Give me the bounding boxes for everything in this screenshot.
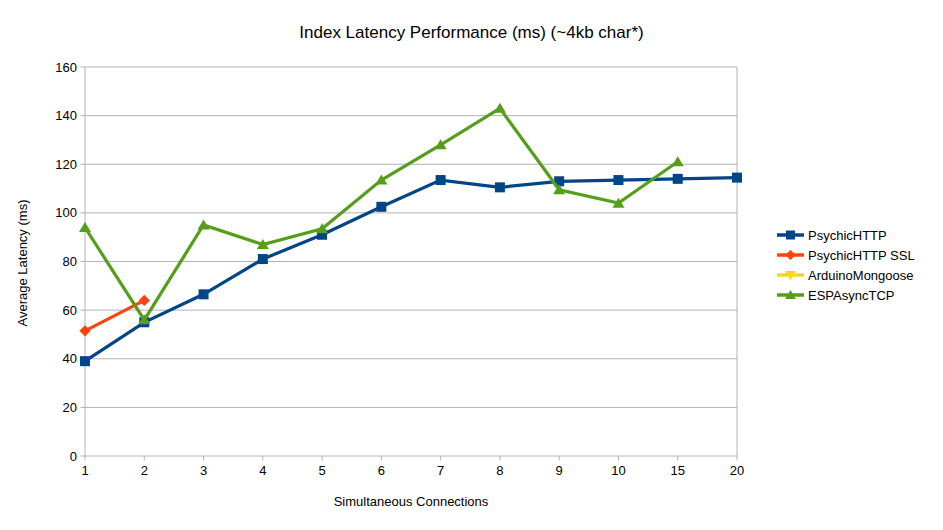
data-point-marker xyxy=(495,182,505,192)
series-psychichttp xyxy=(80,173,742,367)
data-point-marker xyxy=(80,356,90,366)
y-tick-label: 0 xyxy=(70,449,77,464)
x-tick-label: 9 xyxy=(556,463,563,478)
y-tick-label: 120 xyxy=(55,157,77,172)
series-psychichttp-ssl xyxy=(79,295,150,337)
legend-item-espasynctcp: ESPAsyncTCP xyxy=(777,285,915,305)
x-tick-label: 15 xyxy=(670,463,684,478)
legend-marker-square-icon xyxy=(777,228,804,242)
legend-item-psychichttp: PsychicHTTP xyxy=(777,225,915,245)
x-tick-label: 5 xyxy=(318,463,325,478)
legend-marker-triangle-down-icon xyxy=(777,268,804,282)
data-point-marker xyxy=(79,325,90,336)
y-tick-label: 20 xyxy=(63,400,77,415)
data-point-marker xyxy=(436,175,446,185)
x-tick-label: 2 xyxy=(141,463,148,478)
y-tick-label: 140 xyxy=(55,108,77,123)
legend-marker-triangle-up-icon xyxy=(777,288,804,302)
x-tick-label: 10 xyxy=(611,463,625,478)
legend-marker-diamond-icon xyxy=(777,248,804,262)
y-tick-label: 160 xyxy=(55,60,77,75)
data-point-marker xyxy=(376,202,386,212)
data-point-marker xyxy=(672,156,684,166)
data-point-marker xyxy=(786,231,795,240)
legend-label: ESPAsyncTCP xyxy=(808,288,894,303)
series-line-psychichttp xyxy=(85,178,737,362)
series-espasynctcp xyxy=(79,103,684,325)
x-tick-label: 6 xyxy=(378,463,385,478)
x-tick-label: 3 xyxy=(200,463,207,478)
legend-label: PsychicHTTP SSL xyxy=(808,248,915,263)
data-point-marker xyxy=(732,173,742,183)
y-tick-label: 60 xyxy=(63,303,77,318)
legend-label: ArduinoMongoose xyxy=(808,268,914,283)
x-tick-label: 4 xyxy=(259,463,266,478)
data-point-marker xyxy=(613,175,623,185)
y-tick-label: 80 xyxy=(63,254,77,269)
legend-item-arduinomongoose: ArduinoMongoose xyxy=(777,265,915,285)
legend-item-psychichttp-ssl: PsychicHTTP SSL xyxy=(777,245,915,265)
legend-label: PsychicHTTP xyxy=(808,228,887,243)
data-point-marker xyxy=(785,250,795,260)
data-point-marker xyxy=(673,174,683,184)
x-tick-label: 7 xyxy=(437,463,444,478)
y-tick-label: 40 xyxy=(63,351,77,366)
series-line-espasynctcp xyxy=(85,108,678,320)
x-axis-title: Simultaneous Connections xyxy=(85,494,737,509)
legend: PsychicHTTP PsychicHTTP SSL ArduinoMongoos… xyxy=(777,225,915,305)
x-tick-label: 1 xyxy=(81,463,88,478)
y-tick-label: 100 xyxy=(55,205,77,220)
data-point-marker xyxy=(79,222,91,232)
data-point-marker xyxy=(494,103,506,113)
data-point-marker xyxy=(258,254,268,264)
y-axis-title: Average Latency (ms) xyxy=(15,200,30,327)
x-tick-label: 8 xyxy=(496,463,503,478)
x-tick-label: 20 xyxy=(730,463,744,478)
data-point-marker xyxy=(198,220,210,230)
data-point-marker xyxy=(139,295,150,306)
data-point-marker xyxy=(199,289,209,299)
